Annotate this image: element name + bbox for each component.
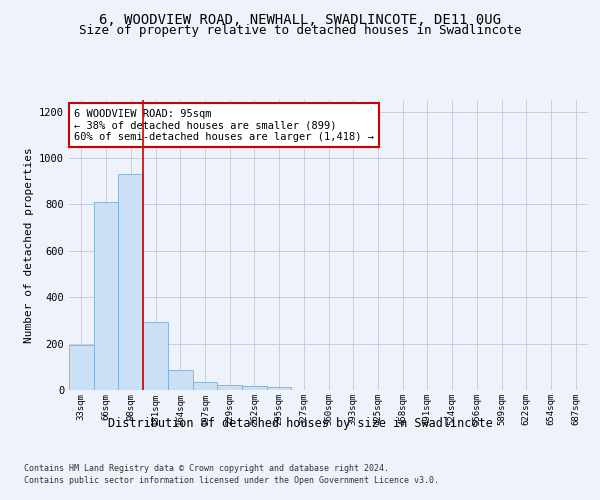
Bar (193, 382, 217, 390)
Bar (168, 370, 193, 390)
Bar (94, 202, 118, 390)
Bar (118, 174, 143, 390)
Text: 6, WOODVIEW ROAD, NEWHALL, SWADLINCOTE, DE11 0UG: 6, WOODVIEW ROAD, NEWHALL, SWADLINCOTE, … (99, 12, 501, 26)
Y-axis label: Number of detached properties: Number of detached properties (23, 147, 34, 343)
Text: Size of property relative to detached houses in Swadlincote: Size of property relative to detached ho… (79, 24, 521, 37)
Bar (267, 387, 292, 390)
Bar (242, 386, 267, 390)
Bar (69, 345, 94, 390)
Text: 6 WOODVIEW ROAD: 95sqm
← 38% of detached houses are smaller (899)
60% of semi-de: 6 WOODVIEW ROAD: 95sqm ← 38% of detached… (74, 108, 374, 142)
Text: Contains public sector information licensed under the Open Government Licence v3: Contains public sector information licen… (24, 476, 439, 485)
Bar (217, 386, 242, 390)
Text: Distribution of detached houses by size in Swadlincote: Distribution of detached houses by size … (107, 418, 493, 430)
Bar (143, 322, 168, 390)
Text: Contains HM Land Registry data © Crown copyright and database right 2024.: Contains HM Land Registry data © Crown c… (24, 464, 389, 473)
